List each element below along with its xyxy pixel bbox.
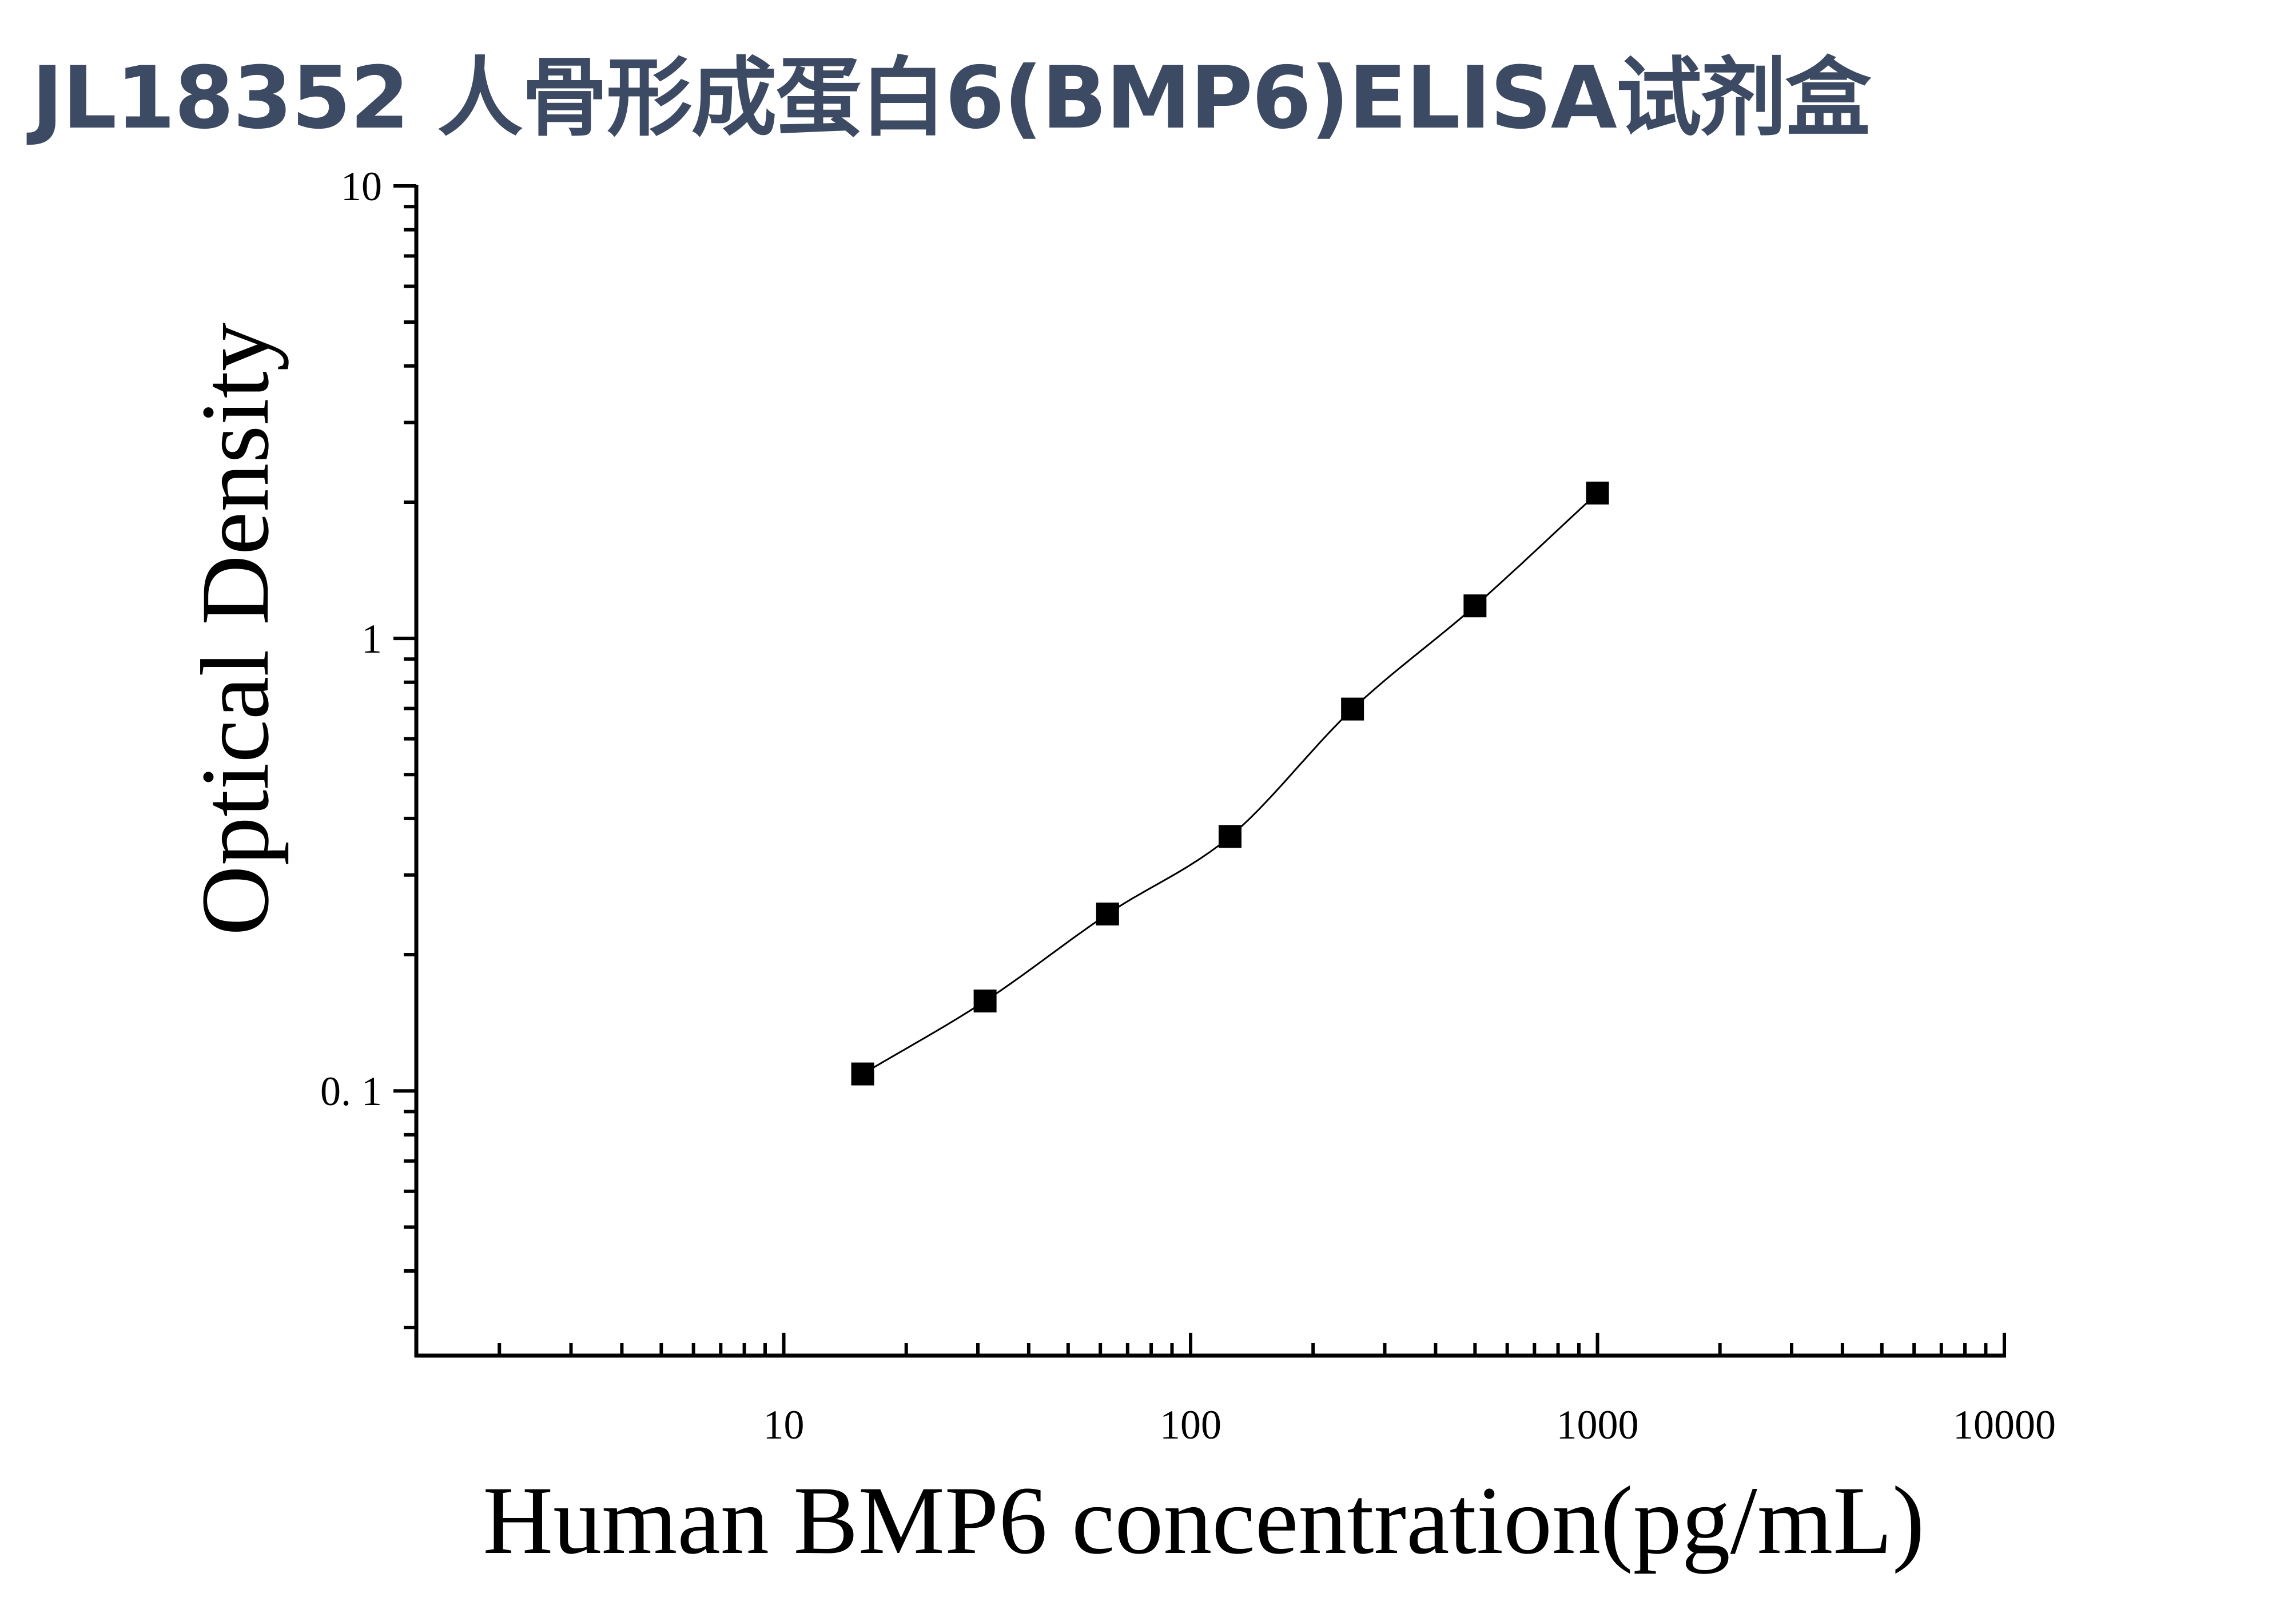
y-axis-ticks: [393, 184, 416, 1329]
data-point: [1096, 902, 1119, 925]
x-tick-label: 10: [763, 1402, 805, 1448]
x-tick-label: 1000: [1557, 1402, 1639, 1448]
data-point: [973, 990, 997, 1013]
y-tick-label: 0. 1: [320, 1068, 382, 1114]
fit-curve-layer: [862, 492, 1598, 1075]
page-title: JL18352 人骨形成蛋白6(BMP6)ELISA试剂盒: [31, 49, 1871, 148]
fit-curve: [862, 492, 1598, 1075]
y-tick-label: 10: [341, 164, 382, 209]
axes: [414, 185, 2006, 1358]
x-axis-tick-labels: 10 100 1000 10000: [763, 1402, 2056, 1448]
x-tick-label: 100: [1160, 1402, 1221, 1448]
y-tick-label: 1: [361, 616, 382, 662]
data-point: [1218, 825, 1241, 848]
data-point: [851, 1062, 874, 1086]
y-axis-title: Optical Density: [181, 323, 289, 936]
x-axis-ticks: [498, 1333, 2006, 1356]
data-point: [1341, 697, 1364, 721]
data-point: [1463, 594, 1487, 618]
data-point: [1586, 482, 1609, 505]
x-tick-label: 10000: [1953, 1402, 2056, 1448]
y-axis-tick-labels: 0. 1 1 10: [320, 164, 382, 1114]
data-points: [851, 482, 1609, 1086]
x-axis-title: Human BMP6 concentration(pg/mL): [483, 1467, 1924, 1574]
